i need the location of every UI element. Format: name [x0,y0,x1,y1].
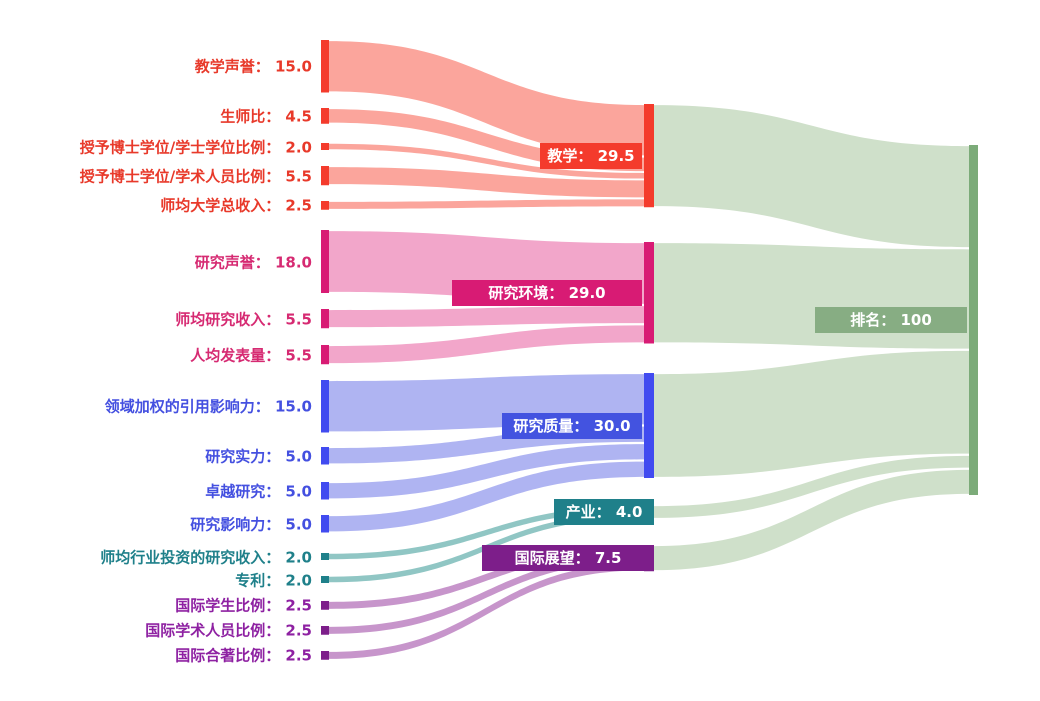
flow-intl-students-to-international-outlook [329,545,644,609]
node-industry-income [321,553,329,560]
node-rank [969,145,978,495]
flow-research-income-to-research-environment [329,306,644,328]
node-label-doctorate-staff-ratio: 授予博士学位/学术人员比例： 5.5 [79,167,312,186]
node-label-industry-income: 师均行业投资的研究收入： 2.0 [100,548,312,566]
node-label-research-productivity: 人均发表量： 5.5 [190,346,312,365]
node-student-staff-ratio [321,108,329,124]
node-field-weighted-citation [321,380,329,433]
flow-research-quality-to-rank [654,350,969,477]
node-label-research-reputation: 研究声誉： 18.0 [194,253,312,271]
node-intl-students [321,601,329,610]
node-teaching-reputation [321,40,329,93]
node-teaching [644,104,654,208]
flow-intl-staff-to-international-outlook [329,554,644,634]
node-label-intl-students: 国际学生比例： 2.5 [175,596,312,615]
flow-doctorate-bachelor-ratio-to-teaching [329,143,644,179]
node-label-research-quality: 研究质量： 30.0 [502,412,642,439]
flow-international-outlook-to-rank [654,469,969,571]
node-label-intl-staff: 国际学术人员比例： 2.5 [145,621,312,640]
flow-intl-coauthorship-to-international-outlook [329,563,644,659]
node-label-research-excellence: 卓越研究： 5.0 [205,482,312,501]
node-label-field-weighted-citation: 领域加权的引用影响力： 15.0 [104,397,312,416]
node-research-environment [644,242,654,344]
flow-institutional-income-to-teaching [329,199,644,209]
flow-doctorate-staff-ratio-to-teaching [329,167,644,198]
node-label-research-environment: 研究环境： 29.0 [452,279,642,306]
node-research-strength [321,447,329,465]
flow-research-influence-to-research-quality [329,461,644,532]
node-label-patents: 专利： 2.0 [235,571,312,589]
node-label-research-strength: 研究实力： 5.0 [205,447,312,466]
node-label-student-staff-ratio: 生师比： 4.5 [220,107,312,126]
flow-teaching-to-rank [654,105,969,248]
node-research-excellence [321,482,329,500]
node-doctorate-staff-ratio [321,166,329,186]
flow-research-excellence-to-research-quality [329,444,644,499]
flow-industry-income-to-industry [329,505,644,560]
node-intl-coauthorship [321,651,329,660]
node-label-teaching: 教学： 29.5 [540,142,642,169]
node-label-research-influence: 研究影响力： 5.0 [190,515,312,534]
node-label-international-outlook: 国际展望： 7.5 [482,545,654,572]
node-patents [321,576,329,583]
node-label-research-income: 师均研究收入： 5.5 [175,310,312,329]
node-intl-staff [321,626,329,635]
node-research-influence [321,515,329,533]
node-research-quality [644,373,654,478]
node-research-reputation [321,230,329,293]
node-doctorate-bachelor-ratio [321,143,329,150]
node-institutional-income [321,201,329,210]
node-label-rank: 排名： 100 [815,307,967,333]
node-label-intl-coauthorship: 国际合著比例： 2.5 [175,646,312,665]
flow-teaching-reputation-to-teaching [329,41,644,156]
flow-industry-to-rank [654,455,969,518]
node-label-teaching-reputation: 教学声誉： 15.0 [194,57,312,76]
node-research-productivity [321,345,329,365]
node-label-industry: 产业： 4.0 [554,499,654,525]
node-research-income [321,309,329,329]
node-label-doctorate-bachelor-ratio: 授予博士学位/学士学位比例： 2.0 [79,138,312,156]
flow-research-productivity-to-research-environment [329,325,644,364]
node-label-institutional-income: 师均大学总收入： 2.5 [160,196,312,215]
